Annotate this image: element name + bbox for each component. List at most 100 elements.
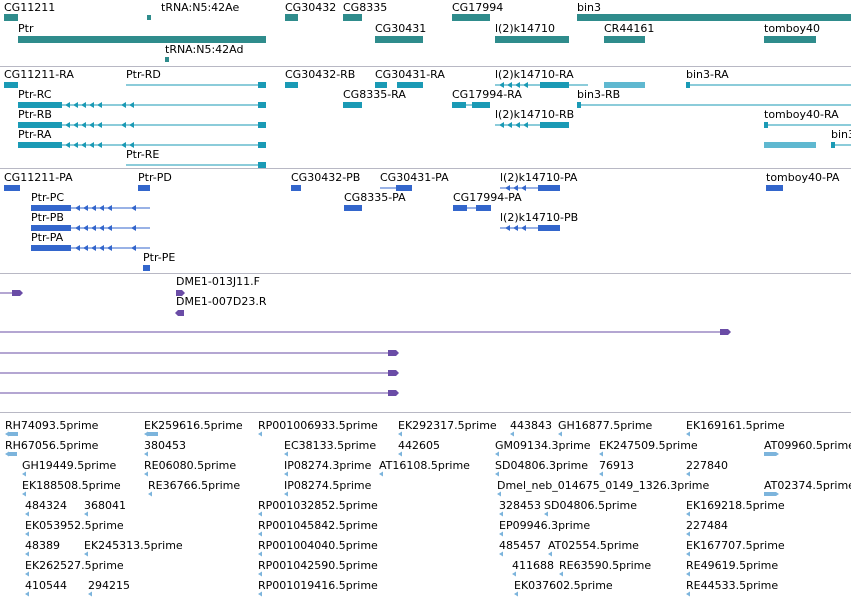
est-label[interactable]: SD04806.5prime bbox=[544, 499, 637, 512]
est-label[interactable]: RH74093.5prime bbox=[5, 419, 99, 432]
protein-label[interactable]: Ptr-PA bbox=[31, 231, 64, 244]
est-label[interactable]: Dmel_neb_014675_0149_1326.3prime bbox=[497, 479, 710, 492]
est-glyph[interactable] bbox=[144, 451, 148, 457]
transcript-label[interactable]: Ptr-RD bbox=[126, 68, 161, 81]
transcript-glyph[interactable] bbox=[258, 102, 266, 108]
est-label[interactable]: RE44533.5prime bbox=[686, 579, 779, 592]
est-glyph[interactable] bbox=[544, 511, 548, 517]
est-glyph[interactable] bbox=[548, 551, 552, 557]
transcript-label[interactable]: CG8335-RA bbox=[343, 88, 406, 101]
est-label[interactable]: RE06080.5prime bbox=[144, 459, 237, 472]
est-label[interactable]: RH67056.5prime bbox=[5, 439, 99, 452]
est-glyph[interactable] bbox=[686, 571, 690, 577]
est-label[interactable]: RE36766.5prime bbox=[148, 479, 241, 492]
gene-label[interactable]: CG30431 bbox=[375, 22, 427, 35]
est-label[interactable]: EK169218.5prime bbox=[686, 499, 785, 512]
protein-glyph[interactable] bbox=[31, 245, 71, 251]
est-glyph[interactable] bbox=[499, 531, 503, 537]
est-label[interactable]: EK292317.5prime bbox=[398, 419, 497, 432]
est-label[interactable]: RP001019416.5prime bbox=[258, 579, 378, 592]
est-label[interactable]: RP001004040.5prime bbox=[258, 539, 378, 552]
est-glyph[interactable] bbox=[258, 571, 262, 577]
protein-glyph[interactable] bbox=[344, 205, 362, 211]
transcript-glyph[interactable] bbox=[18, 142, 62, 148]
est-glyph[interactable] bbox=[258, 511, 262, 517]
clone-glyph[interactable] bbox=[388, 370, 399, 376]
transcript-glyph[interactable] bbox=[18, 102, 62, 108]
est-glyph[interactable] bbox=[5, 431, 18, 437]
est-label[interactable]: EK053952.5prime bbox=[25, 519, 124, 532]
est-label[interactable]: SD04806.3prime bbox=[495, 459, 588, 472]
gene-glyph[interactable] bbox=[764, 36, 816, 43]
est-label[interactable]: RP001042590.5prime bbox=[258, 559, 378, 572]
gene-label[interactable]: l(2)k14710 bbox=[495, 22, 556, 35]
transcript-label[interactable]: Ptr-RC bbox=[18, 88, 52, 101]
protein-label[interactable]: Ptr-PD bbox=[138, 171, 172, 184]
est-glyph[interactable] bbox=[258, 591, 262, 597]
est-label[interactable]: AT02374.5prime bbox=[764, 479, 851, 492]
est-label[interactable]: EK262527.5prime bbox=[25, 559, 124, 572]
est-glyph[interactable] bbox=[497, 491, 501, 497]
gene-label[interactable]: CG30432 bbox=[285, 1, 337, 14]
transcript-glyph[interactable] bbox=[258, 122, 266, 128]
transcript-label[interactable]: bin3 bbox=[831, 128, 851, 141]
gene-label[interactable]: tRNA:N5:42Ad bbox=[165, 43, 244, 56]
transcript-glyph[interactable] bbox=[540, 122, 569, 128]
est-glyph[interactable] bbox=[559, 571, 563, 577]
protein-glyph[interactable] bbox=[766, 185, 783, 191]
clone-glyph[interactable] bbox=[176, 290, 185, 296]
transcript-glyph[interactable] bbox=[686, 82, 690, 88]
est-glyph[interactable] bbox=[258, 551, 262, 557]
est-label[interactable]: 443843 bbox=[510, 419, 552, 432]
protein-label[interactable]: l(2)k14710-PB bbox=[500, 211, 579, 224]
est-glyph[interactable] bbox=[25, 551, 29, 557]
transcript-label[interactable]: CG30431-RA bbox=[375, 68, 445, 81]
est-label[interactable]: 328453 bbox=[499, 499, 541, 512]
gene-label[interactable]: CG17994 bbox=[452, 1, 504, 14]
est-label[interactable]: IP08274.5prime bbox=[284, 479, 372, 492]
est-glyph[interactable] bbox=[25, 591, 29, 597]
est-label[interactable]: EK169161.5prime bbox=[686, 419, 785, 432]
protein-label[interactable]: Ptr-PC bbox=[31, 191, 65, 204]
clone-glyph[interactable] bbox=[720, 329, 731, 335]
transcript-label[interactable]: tomboy40-RA bbox=[764, 108, 839, 121]
transcript-label[interactable]: CG30432-RB bbox=[285, 68, 356, 81]
est-label[interactable]: 76913 bbox=[599, 459, 634, 472]
est-glyph[interactable] bbox=[686, 591, 690, 597]
est-label[interactable]: 294215 bbox=[88, 579, 130, 592]
est-glyph[interactable] bbox=[558, 431, 562, 437]
est-glyph[interactable] bbox=[764, 452, 779, 456]
est-label[interactable]: EK247509.5prime bbox=[599, 439, 698, 452]
est-glyph[interactable] bbox=[686, 471, 690, 477]
est-glyph[interactable] bbox=[514, 591, 518, 597]
gene-label[interactable]: bin3 bbox=[577, 1, 602, 14]
clone-label[interactable]: DME1-007D23.R bbox=[176, 295, 267, 308]
transcript-label[interactable]: l(2)k14710-RA bbox=[495, 68, 574, 81]
gene-label[interactable]: tomboy40 bbox=[764, 22, 820, 35]
transcript-glyph[interactable] bbox=[764, 142, 816, 148]
est-glyph[interactable] bbox=[144, 431, 158, 437]
transcript-glyph[interactable] bbox=[375, 82, 387, 88]
protein-label[interactable]: Ptr-PE bbox=[143, 251, 176, 264]
transcript-label[interactable]: bin3-RB bbox=[577, 88, 621, 101]
est-label[interactable]: 48389 bbox=[25, 539, 60, 552]
protein-glyph[interactable] bbox=[476, 205, 491, 211]
transcript-label[interactable]: CG11211-RA bbox=[4, 68, 74, 81]
protein-glyph[interactable] bbox=[138, 185, 150, 191]
clone-glyph[interactable] bbox=[388, 390, 399, 396]
clone-glyph[interactable] bbox=[175, 310, 184, 316]
transcript-glyph[interactable] bbox=[258, 162, 266, 168]
est-label[interactable]: RP001045842.5prime bbox=[258, 519, 378, 532]
protein-glyph[interactable] bbox=[396, 185, 412, 191]
transcript-label[interactable]: bin3-RA bbox=[686, 68, 729, 81]
protein-glyph[interactable] bbox=[143, 265, 150, 271]
est-glyph[interactable] bbox=[284, 451, 288, 457]
protein-label[interactable]: CG30431-PA bbox=[380, 171, 449, 184]
gene-label[interactable]: Ptr bbox=[18, 22, 34, 35]
est-glyph[interactable] bbox=[686, 431, 690, 437]
est-glyph[interactable] bbox=[499, 511, 503, 517]
est-label[interactable]: GH19449.5prime bbox=[22, 459, 117, 472]
transcript-glyph[interactable] bbox=[18, 122, 62, 128]
est-glyph[interactable] bbox=[764, 492, 779, 496]
est-glyph[interactable] bbox=[25, 531, 29, 537]
